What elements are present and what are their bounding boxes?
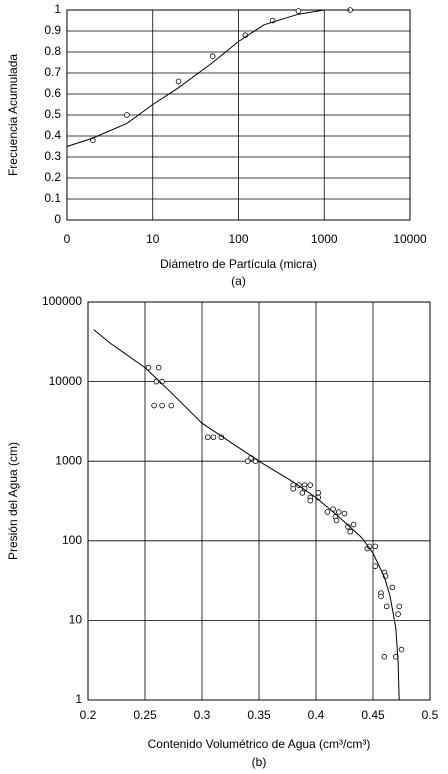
x-axis-label: Contenido Volumétrico de Agua (cm³/cm³) [148, 737, 371, 751]
x-tick-label: 0.45 [361, 708, 385, 722]
y-tick-label: 10000 [49, 374, 83, 388]
y-tick-label: 0.3 [44, 149, 61, 163]
data-point [290, 486, 297, 492]
data-point [159, 402, 165, 409]
data-point [372, 563, 379, 569]
y-tick-label: 0.2 [44, 170, 61, 184]
x-tick-label: 10000 [393, 232, 427, 246]
x-tick-label: 0 [64, 232, 71, 246]
data-point [168, 402, 175, 409]
y-tick-label: 1 [54, 2, 61, 16]
data-point [299, 490, 306, 496]
x-tick-label: 0.25 [133, 708, 157, 722]
y-tick-label: 0.1 [44, 191, 61, 205]
y-axis-label: Frecuencia Acumulada [6, 54, 20, 176]
x-tick-label: 0.3 [194, 708, 211, 722]
data-point [335, 509, 342, 515]
y-tick-label: 0.7 [44, 65, 61, 79]
data-point [244, 458, 251, 465]
data-point [383, 603, 390, 610]
fit-curve [93, 329, 400, 701]
fit-curve [66, 9, 351, 147]
x-tick-label: 0.5 [422, 708, 439, 722]
data-point [381, 653, 388, 660]
data-point [396, 603, 403, 610]
data-point [341, 510, 348, 517]
y-tick-label: 0.6 [44, 86, 61, 100]
data-point [378, 593, 384, 600]
data-point [333, 517, 340, 524]
y-tick-label: 0.4 [44, 128, 61, 142]
y-tick-label: 10 [69, 613, 83, 627]
data-point [175, 78, 182, 85]
data-point [124, 112, 130, 118]
data-point [350, 521, 357, 528]
x-axis-label: Diámetro de Partícula (micra) [160, 257, 317, 271]
caption: (a) [231, 274, 246, 288]
y-tick-label: 100000 [42, 294, 82, 308]
data-point [204, 434, 211, 441]
data-point [372, 543, 379, 550]
data-point [395, 611, 401, 617]
data-point [307, 482, 314, 488]
y-tick-label: 0.9 [44, 23, 61, 37]
data-point [398, 646, 405, 653]
data-point [210, 434, 217, 441]
plot-frame [87, 301, 431, 701]
y-tick-label: 100 [62, 533, 82, 547]
x-tick-label: 1000 [311, 232, 338, 246]
plot-frame [66, 9, 411, 221]
data-point [151, 402, 157, 409]
data-point [315, 490, 322, 496]
data-point [155, 364, 162, 371]
data-point [389, 584, 396, 591]
x-tick-label: 0.4 [308, 708, 325, 722]
x-tick-label: 100 [228, 232, 248, 246]
y-tick-label: 0.5 [44, 107, 61, 121]
data-point [209, 53, 216, 59]
caption: (b) [252, 755, 267, 769]
y-tick-label: 0.8 [44, 44, 61, 58]
data-point [324, 509, 331, 515]
x-tick-label: 0.2 [80, 708, 97, 722]
y-tick-label: 1 [75, 692, 82, 706]
data-point [145, 364, 152, 371]
data-point [347, 528, 354, 535]
y-axis-label: Presión del Agua (cm) [6, 442, 20, 560]
x-tick-label: 0.35 [247, 708, 271, 722]
data-point [153, 378, 160, 385]
y-tick-label: 1000 [55, 453, 82, 467]
data-point [307, 497, 314, 504]
y-tick-label: 0 [54, 212, 61, 226]
data-point [295, 8, 302, 14]
x-tick-label: 10 [146, 232, 160, 246]
